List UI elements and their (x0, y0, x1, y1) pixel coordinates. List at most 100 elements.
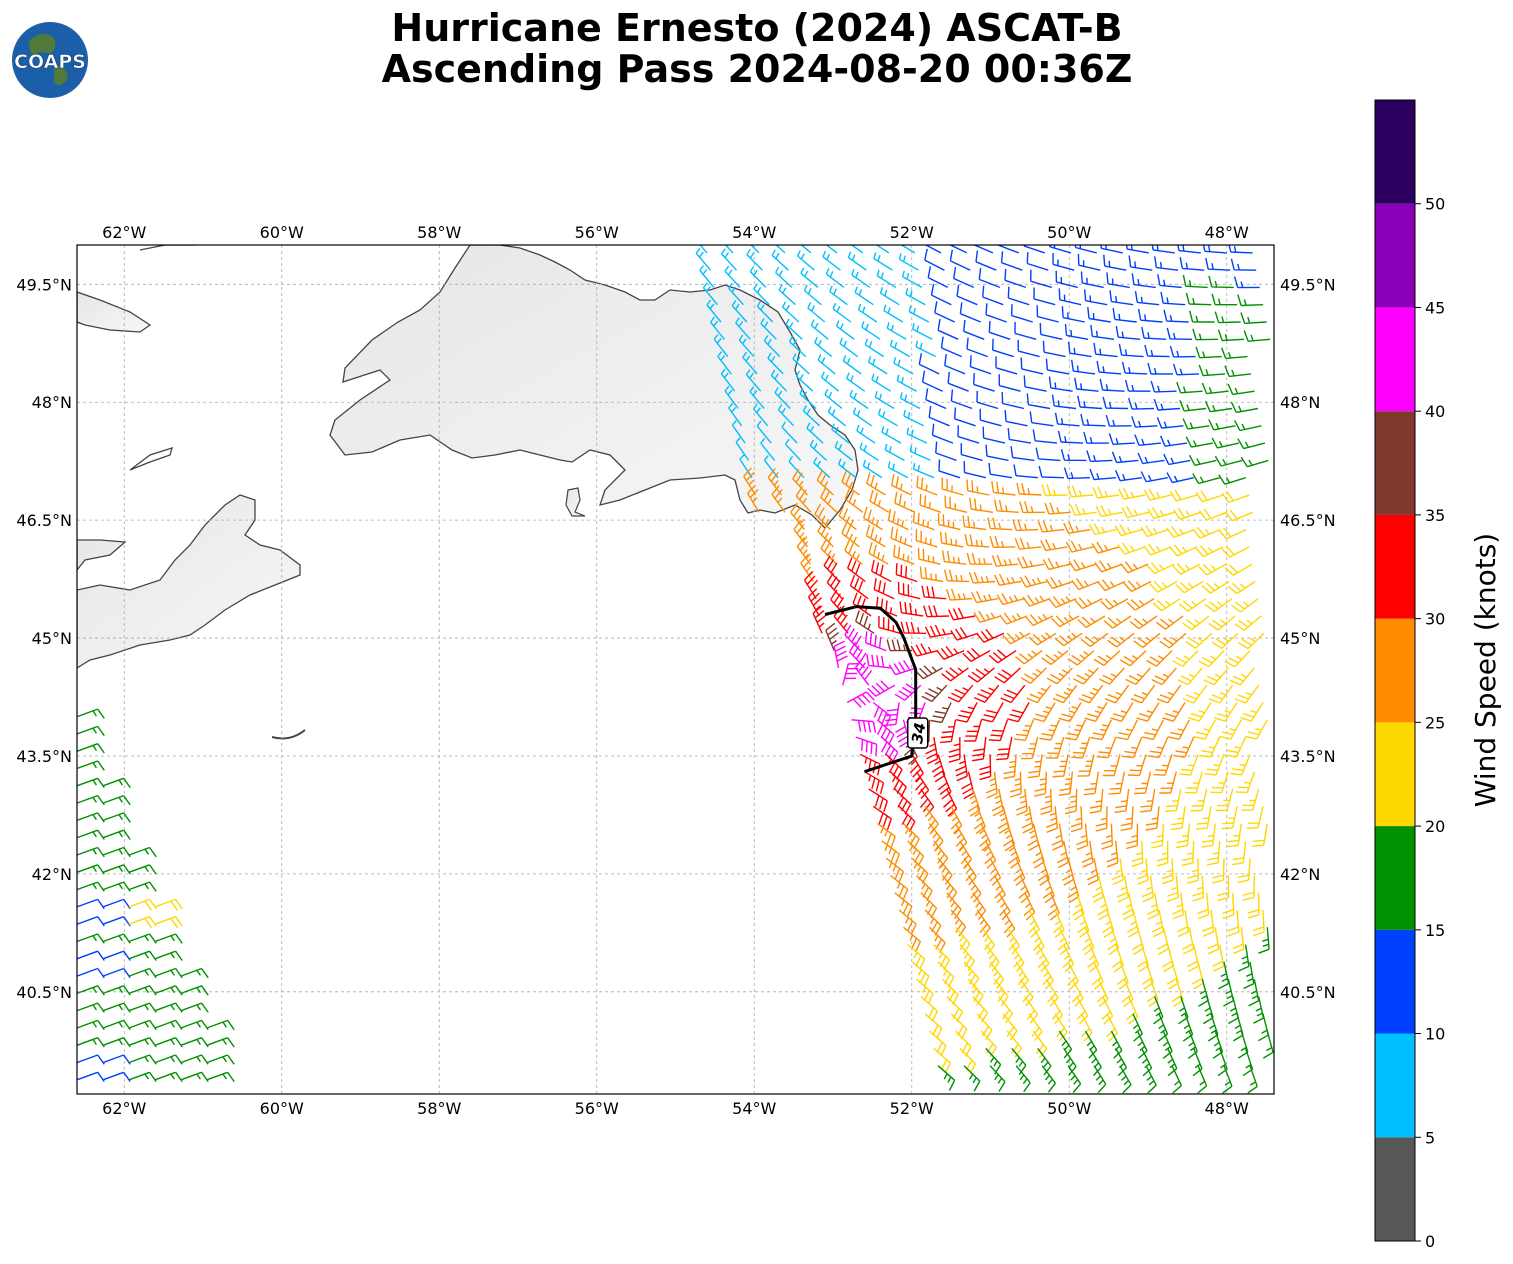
wind-barb (1136, 858, 1149, 885)
wind-barb (851, 268, 871, 288)
wind-barb (924, 248, 945, 271)
wind-barb (738, 334, 755, 358)
colorbar-segment (1375, 514, 1415, 619)
wind-barb (1047, 892, 1060, 921)
wind-barb (1013, 464, 1038, 479)
wind-barb (1185, 292, 1212, 306)
wind-barb (1246, 806, 1264, 829)
wind-barb (1040, 788, 1053, 816)
wind-barb (935, 441, 957, 462)
wind-barb (956, 284, 978, 306)
wind-barb (1089, 468, 1116, 481)
wind-barb (898, 805, 916, 832)
wind-barb (857, 303, 878, 323)
colorbar-segment (1375, 307, 1415, 412)
wind-barb (838, 505, 857, 531)
wind-barb (1125, 667, 1151, 686)
wind-barb (933, 1047, 951, 1074)
wind-barb (954, 926, 971, 954)
wind-barb (988, 462, 1013, 479)
wind-barb (1015, 788, 1028, 816)
wind-barb (1000, 251, 1023, 271)
wind-barb (841, 470, 860, 496)
wind-barb (1155, 615, 1184, 630)
wind-barb (943, 569, 970, 583)
wind-barb (825, 622, 840, 651)
wind-barb (1086, 858, 1099, 886)
lat-tick-label-left: 43.5°N (16, 747, 72, 766)
wind-barb (753, 403, 769, 427)
lon-tick-label-top: 50°W (1047, 223, 1091, 242)
wind-barb (1093, 1065, 1107, 1094)
wind-barb (1109, 290, 1134, 306)
wind-barb (1235, 771, 1255, 794)
wind-barb (1204, 598, 1233, 613)
wind-barb (900, 245, 916, 254)
wind-barb (788, 335, 807, 358)
wind-barb (1234, 684, 1260, 704)
wind-barb (1147, 736, 1169, 759)
wind-barb (930, 283, 952, 306)
wind-barb (713, 334, 729, 358)
wind-barb (1178, 996, 1189, 1025)
wind-barb (785, 318, 803, 340)
wind-barb (1128, 754, 1147, 777)
colorbar-tick-label: 20 (1425, 817, 1445, 836)
wind-barb (1232, 1013, 1244, 1042)
wind-barb (1202, 245, 1227, 254)
wind-barb (949, 805, 963, 835)
wind-barb (1046, 667, 1073, 685)
wind-barb (793, 519, 808, 548)
wind-barb (1092, 486, 1120, 499)
wind-barb (1091, 541, 1120, 554)
colorbar-tick-label: 0 (1425, 1232, 1435, 1251)
lon-tick-label-bottom: 58°W (417, 1099, 461, 1118)
wind-barb (1158, 1013, 1169, 1042)
map-frame (76, 244, 1275, 1095)
wind-barb (825, 245, 838, 254)
wind-barb (1052, 909, 1065, 938)
colorbar-segment (1375, 618, 1415, 723)
wind-barb (1110, 702, 1134, 722)
wind-barb (970, 591, 999, 604)
wind-barb (1230, 598, 1259, 613)
wind-barb (966, 479, 990, 496)
wind-barb (1140, 525, 1169, 538)
wind-barb (1071, 578, 1100, 591)
wind-barb (1218, 961, 1230, 990)
wind-barb (963, 1065, 981, 1092)
wind-barb (1147, 506, 1175, 520)
wind-barb (1176, 381, 1203, 394)
wind-barb (822, 250, 841, 271)
wind-barb (1159, 435, 1187, 447)
wind-barb (1237, 632, 1265, 650)
wind-barb (1202, 909, 1215, 937)
wind-barb (1132, 1013, 1143, 1042)
wind-barb (1211, 293, 1238, 306)
wind-barb (1226, 823, 1242, 848)
wind-barb (1054, 412, 1080, 427)
wind-barb (1019, 575, 1048, 588)
wind-barb (1159, 771, 1177, 794)
wind-barb (972, 245, 994, 254)
wind-barb (1182, 684, 1208, 704)
wind-barb (1114, 524, 1143, 537)
wind-barb (1018, 875, 1031, 904)
wind-barb (128, 864, 157, 875)
lon-tick-label-bottom: 54°W (732, 1099, 776, 1118)
wind-barb (1037, 1047, 1052, 1076)
wind-barb (792, 353, 810, 375)
wind-barb (884, 443, 905, 462)
wind-barb (1048, 376, 1073, 392)
wind-barb (1064, 719, 1087, 741)
wind-barb (743, 467, 757, 496)
wind-barb (809, 439, 827, 461)
wind-barb (1012, 519, 1039, 532)
wind-barb (1167, 1048, 1178, 1077)
wind-barb (1160, 291, 1186, 306)
wind-barb (1167, 719, 1190, 740)
wind-barb (1146, 650, 1173, 667)
wind-barb (944, 495, 968, 513)
wind-barb (1197, 1065, 1208, 1094)
wind-barb (897, 581, 921, 600)
